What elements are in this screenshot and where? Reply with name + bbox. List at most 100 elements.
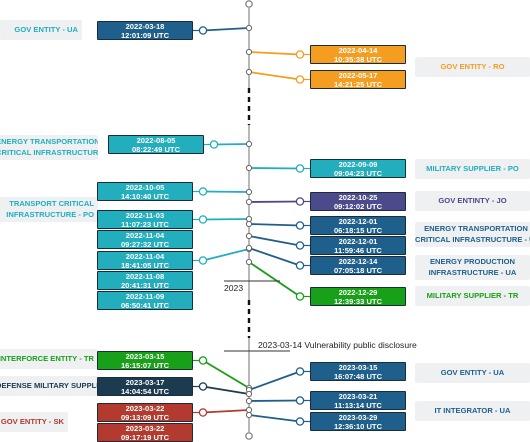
event-date: 2023-03-29 (338, 413, 378, 422)
event-box: 2022-11-04 09:27:32 UTC (97, 230, 193, 249)
event-connector (202, 190, 250, 193)
event-connector (202, 218, 250, 221)
event-node (198, 26, 208, 35)
event-time: 06:18:15 UTC (333, 226, 383, 236)
entity-label: IT INTEGRATOR - UA (415, 401, 530, 421)
event-date: 2022-05-17 (338, 71, 378, 80)
event-date: 2023-03-17 (125, 378, 165, 387)
event-box: 2022-08-05 08:22:49 UTC (108, 135, 204, 154)
event-time: 11:59:46 UTC (334, 246, 382, 256)
event-time: 09:12:02 UTC (333, 202, 383, 212)
entity-label: GOV ENTINTY - JO (415, 191, 530, 211)
axis-node (245, 164, 253, 172)
event-connector (248, 71, 301, 81)
event-connector (248, 51, 301, 56)
event-connector (202, 359, 250, 389)
disclosure-marker: 2023-03-14 Vulnerability public disclosu… (258, 340, 417, 350)
event-connector (248, 235, 301, 247)
axis-node (245, 188, 253, 196)
event-time: 08:22:49 UTC (131, 145, 181, 155)
event-node (295, 241, 305, 250)
event-connector (248, 247, 301, 267)
event-box: 2022-12-01 06:18:15 UTC (310, 216, 406, 235)
event-date: 2022-12-01 (338, 237, 378, 246)
event-date: 2022-12-14 (338, 257, 378, 266)
event-date: 2022-12-29 (338, 288, 378, 297)
event-connector (248, 261, 301, 298)
entity-label: MILITARY SUPPLIER - PO (415, 159, 530, 179)
axis-node (245, 232, 253, 240)
entity-label: ENERGY PRODUCTION INFRASTRUCTURE - UA (415, 255, 530, 280)
entity-label: GOV ENTITY - UA (0, 20, 82, 40)
event-node (295, 292, 305, 301)
axis-node (245, 24, 253, 32)
event-time: 14:04:54 UTC (120, 387, 170, 397)
entity-label: GOV ENTITY - SK (0, 412, 68, 432)
event-box: 2022-09-09 09:04:23 UTC (310, 159, 406, 178)
event-date: 2022-04-14 (338, 46, 378, 55)
event-time: 20:41:31 UTC (120, 281, 170, 291)
event-box: 2022-10-25 09:12:02 UTC (310, 192, 406, 211)
event-box: 2022-12-14 07:05:18 UTC (310, 256, 406, 275)
entity-label: TRANSPORT CRITICAL INFRASTRUCTURE - PO (0, 197, 98, 222)
event-box: 2023-03-22 09:13:09 UTC (97, 403, 193, 422)
event-connector (213, 143, 250, 146)
event-connector (202, 409, 250, 414)
event-time: 12:01:09 UTC (120, 31, 170, 41)
event-connector (248, 414, 301, 423)
event-node (295, 261, 305, 270)
event-box: 2023-03-21 11:13:14 UTC (310, 391, 406, 410)
event-node (295, 75, 305, 84)
event-time: 16:15:07 UTC (120, 361, 170, 371)
event-box: 2023-03-17 14:04:54 UTC (97, 377, 193, 396)
event-box: 2022-11-09 06:50:41 UTC (97, 291, 193, 310)
event-time: 10:35:38 UTC (333, 55, 383, 65)
event-date: 2022-11-04 (125, 231, 165, 240)
event-node (295, 396, 305, 405)
event-time: 07:05:18 UTC (333, 266, 383, 276)
event-connector (248, 399, 301, 402)
event-time: 09:13:09 UTC (120, 413, 170, 423)
event-node (295, 164, 305, 173)
event-node (295, 50, 305, 59)
event-box: 2023-03-29 12:36:10 UTC (310, 412, 406, 431)
event-time: 12:36:10 UTC (333, 422, 383, 432)
event-time: 06:50:41 UTC (120, 301, 170, 311)
event-node (198, 187, 208, 196)
event-node (295, 367, 305, 376)
event-box: 2023-03-15 16:15:07 UTC (97, 351, 193, 370)
event-node (198, 256, 208, 265)
event-node (198, 382, 208, 391)
event-time: 09:17:19 UTC (120, 433, 170, 442)
event-date: 2022-10-05 (125, 183, 165, 192)
event-time: 16:07:48 UTC (333, 372, 383, 382)
year-marker: 2023 (224, 283, 244, 293)
entity-label: MILITARY SUPPLIER - TR (415, 286, 530, 306)
axis-node (245, 390, 253, 398)
event-time: 11:07:23 UTC (121, 220, 169, 230)
event-date: 2022-11-09 (125, 292, 165, 301)
event-connector (248, 370, 301, 391)
axis-node (245, 406, 253, 414)
event-box: 2022-12-01 11:59:46 UTC (310, 236, 406, 255)
event-date: 2023-03-21 (338, 392, 378, 401)
event-connector (248, 223, 301, 227)
connector-layer (193, 26, 310, 426)
event-box: 2022-11-03 11:07:23 UTC (97, 210, 193, 229)
axis-node (245, 411, 253, 419)
axis-node (245, 48, 253, 56)
event-time: 18:41:05 UTC (120, 261, 170, 271)
event-date: 2022-11-03 (125, 211, 165, 220)
event-node (198, 356, 208, 365)
event-date: 2022-10-25 (338, 193, 378, 202)
event-node (295, 417, 305, 426)
event-box: 2022-04-14 10:35:38 UTC (310, 45, 406, 64)
event-node (295, 197, 305, 206)
event-time: 11:13:14 UTC (334, 401, 382, 411)
event-box: 2022-11-04 18:41:05 UTC (97, 251, 193, 270)
event-box: 2022-12-29 12:39:33 UTC (310, 287, 406, 306)
axis-node (245, 244, 253, 252)
